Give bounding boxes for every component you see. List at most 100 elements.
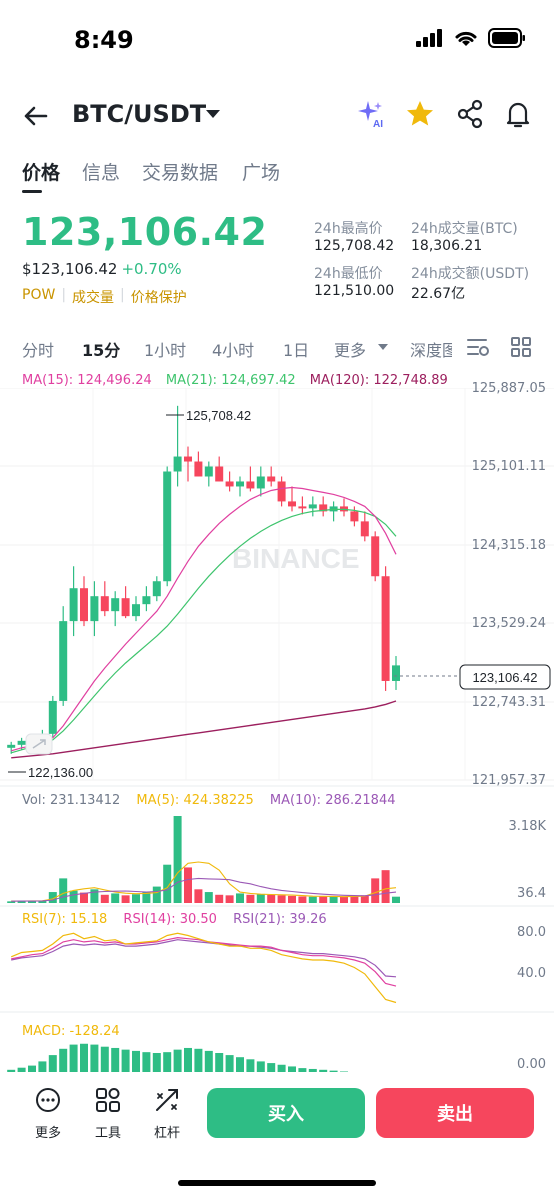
back-arrow-icon[interactable] [20, 100, 52, 132]
volume-bar [371, 878, 380, 903]
status-time: 8:49 [74, 26, 134, 54]
macd-bar [215, 1053, 224, 1072]
bell-icon[interactable] [502, 98, 534, 130]
sell-button[interactable]: 卖出 [376, 1088, 534, 1138]
interval-1h[interactable]: 1小时 [144, 341, 187, 360]
chevron-down-icon[interactable] [206, 110, 220, 118]
candle-body [308, 504, 317, 509]
candle-body [215, 466, 224, 482]
candle-body [163, 471, 172, 582]
macd-bar [80, 1043, 88, 1072]
tag-price-protection[interactable]: 价格保护 [130, 290, 187, 306]
volume-bar [152, 886, 161, 903]
price-axis-label: 125,101.11 [471, 459, 546, 474]
rsi14-legend: RSI(14): 30.50 [123, 912, 217, 927]
macd-bar [152, 1053, 161, 1072]
interval-depth[interactable]: 深度图 [410, 341, 452, 360]
tab-info[interactable]: 信息 [82, 162, 121, 184]
volume-bar [360, 895, 369, 903]
status-icons [416, 28, 526, 48]
more-label: 更多 [34, 1126, 61, 1141]
candle-body [371, 536, 380, 577]
volume-bar [90, 889, 99, 903]
rsi7-line [10, 932, 397, 1004]
share-icon[interactable] [454, 98, 486, 130]
ma21-line [11, 508, 397, 754]
watermark: BINANCE [232, 543, 360, 574]
macd-bar [90, 1044, 99, 1072]
volume-bar [319, 896, 328, 903]
macd-bar [319, 1069, 328, 1072]
volume-bar [340, 896, 348, 903]
tag-volume[interactable]: 成交量 [72, 290, 115, 306]
candle-body [204, 466, 213, 477]
volume-bar [236, 893, 244, 903]
vol-btc-label: 24h成交量(BTC) [411, 221, 518, 237]
interval-time-sharing[interactable]: 分时 [22, 341, 55, 360]
candle-body [194, 461, 203, 477]
interval-4h[interactable]: 4小时 [212, 341, 255, 360]
vol-ma10-line [11, 877, 397, 902]
interval-1d[interactable]: 1日 [283, 341, 310, 360]
tag-pow[interactable]: POW [22, 287, 56, 303]
layout-grid-icon[interactable] [510, 336, 532, 358]
candle-body [111, 598, 120, 612]
pair-title[interactable]: BTC/USDT [72, 100, 207, 128]
macd-bar [7, 1069, 16, 1072]
vol-usdt-value: 22.67亿 [411, 286, 466, 302]
expand-icon [32, 739, 46, 749]
interval-more[interactable]: 更多 [334, 341, 367, 360]
vol-btc-value: 18,306.21 [411, 238, 483, 254]
tools-button[interactable]: 工具 [88, 1086, 128, 1141]
ma120-line [11, 700, 397, 759]
macd-bar [194, 1048, 203, 1072]
macd-bar [277, 1064, 286, 1072]
candlestick-chart[interactable]: BINANCE 125,708.42 122,136.00 123,106.42 [0, 388, 554, 1072]
bottom-action-bar: 更多 工具 杠杆 买入 卖出 [0, 1072, 554, 1200]
star-icon[interactable] [404, 98, 436, 130]
volume-bar [80, 892, 88, 903]
volume-bar [215, 894, 224, 903]
tab-price[interactable]: 价格 [22, 162, 61, 184]
tab-trading-data[interactable]: 交易数据 [142, 162, 219, 184]
rsi21-line [11, 939, 397, 978]
volume-bar [298, 896, 307, 903]
ai-sparkle-icon[interactable]: AI [356, 98, 388, 130]
more-button[interactable]: 更多 [28, 1086, 68, 1141]
macd-bar [184, 1047, 192, 1072]
buy-button[interactable]: 买入 [207, 1088, 365, 1138]
macd-bar [298, 1068, 307, 1072]
candle-body [7, 744, 16, 748]
volume-bar [204, 892, 213, 903]
vol-legend: Vol: 231.13412 [22, 793, 121, 808]
volume-bar [100, 894, 109, 903]
volume-bar [277, 895, 286, 903]
indicator-settings-icon[interactable] [466, 336, 490, 358]
tab-square[interactable]: 广场 [242, 162, 281, 184]
macd-bar [163, 1052, 172, 1072]
macd-bar [59, 1048, 68, 1072]
macd-bar [111, 1047, 120, 1072]
leverage-label: 杠杆 [153, 1126, 180, 1141]
rsi7-legend: RSI(7): 15.18 [22, 912, 108, 927]
candle-body [69, 588, 78, 622]
low-annotation: 122,136.00 [28, 765, 93, 780]
volume-bar [48, 892, 57, 903]
leverage-button[interactable]: 杠杆 [147, 1086, 187, 1141]
volume-bar [256, 893, 265, 903]
rsi21-legend: RSI(21): 39.26 [233, 912, 327, 927]
volume-legend: Vol: 231.13412 MA(5): 424.38225 MA(10): … [22, 793, 396, 808]
leverage-icon [156, 1089, 178, 1111]
candle-body [173, 456, 182, 472]
last-price: 123,106.42 [22, 210, 268, 254]
chevron-down-icon[interactable] [377, 342, 389, 352]
price-axis-label: 124,315.18 [471, 538, 546, 553]
candle-body [381, 576, 390, 681]
volume-bar [142, 892, 151, 903]
volume-bar [17, 900, 26, 903]
interval-15m[interactable]: 15分 [82, 341, 121, 360]
macd-legend: MACD: -128.24 [22, 1024, 120, 1039]
macd-bar [246, 1059, 255, 1072]
volume-bar [132, 894, 140, 903]
candle-body [90, 596, 99, 622]
